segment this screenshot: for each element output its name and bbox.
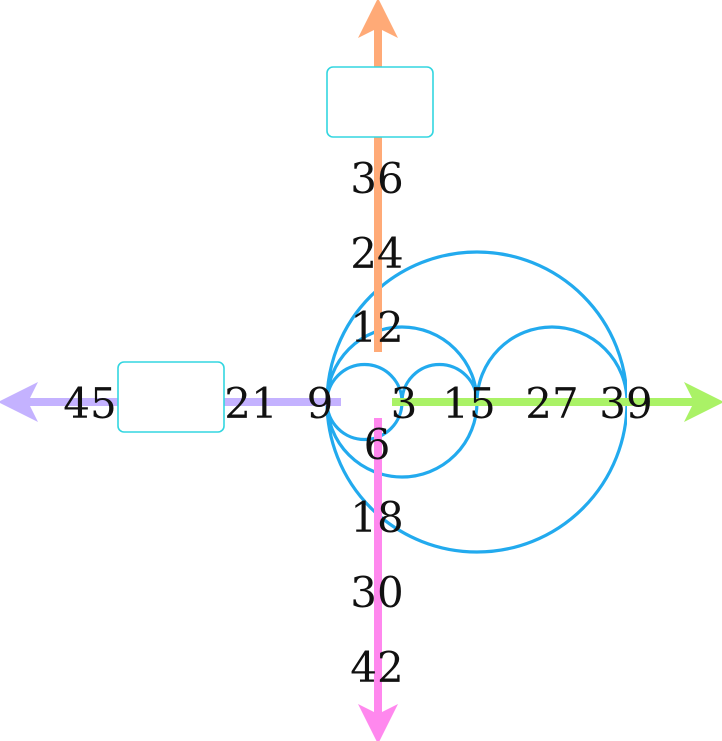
spiral-mask [627,0,722,741]
label-36: 36 [350,154,403,203]
label-3: 3 [391,379,418,428]
label-39: 39 [599,379,652,428]
blank-box-left [117,361,225,433]
label-18: 18 [350,493,403,542]
label-45: 45 [63,379,116,428]
label-21: 21 [224,379,277,428]
label-30: 30 [350,568,403,617]
label-24: 24 [350,229,403,278]
label-12: 12 [350,303,403,352]
label-42: 42 [350,643,403,692]
spiral-path [325,250,722,554]
label-15: 15 [442,379,495,428]
blank-box-top [326,66,434,138]
label-9: 9 [307,379,334,428]
label-27: 27 [525,379,578,428]
label-6: 6 [364,420,391,469]
